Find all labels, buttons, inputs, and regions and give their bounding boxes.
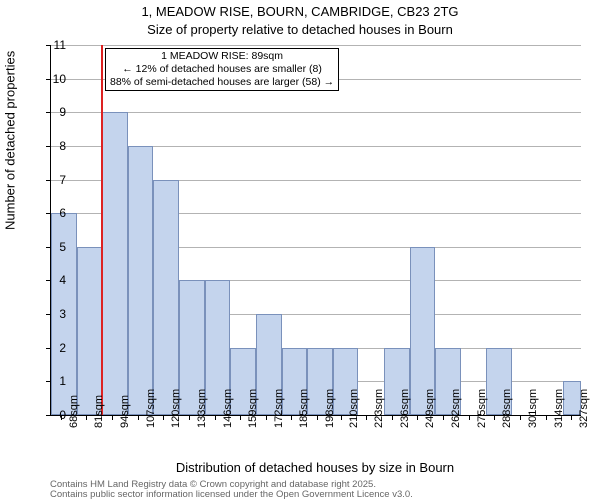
xtick-label: 185sqm <box>298 418 310 428</box>
ytick-label: 5 <box>36 240 66 254</box>
y-axis-label: Number of detached properties <box>3 51 18 230</box>
xtick-mark <box>189 415 190 420</box>
xtick-mark <box>86 415 87 420</box>
annotation-box: 1 MEADOW RISE: 89sqm ← 12% of detached h… <box>105 48 339 91</box>
reference-line <box>101 45 103 415</box>
xtick-mark <box>138 415 139 420</box>
ytick-label: 10 <box>36 72 66 86</box>
xtick-label: 133sqm <box>196 418 208 428</box>
xtick-mark <box>366 415 367 420</box>
xtick-label: 236sqm <box>399 418 411 428</box>
annotation-line3: 88% of semi-detached houses are larger (… <box>110 76 334 89</box>
x-axis-label: Distribution of detached houses by size … <box>50 460 580 475</box>
xtick-mark <box>112 415 113 420</box>
xtick-label: 288sqm <box>501 418 513 428</box>
xtick-mark <box>317 415 318 420</box>
xtick-label: 198sqm <box>324 418 336 428</box>
xtick-mark <box>266 415 267 420</box>
xtick-label: 314sqm <box>553 418 565 428</box>
ytick-label: 1 <box>36 374 66 388</box>
xtick-mark <box>240 415 241 420</box>
footer-attribution: Contains HM Land Registry data © Crown c… <box>50 480 413 501</box>
ytick-label: 6 <box>36 206 66 220</box>
xtick-label: 275sqm <box>476 418 488 428</box>
xtick-label: 210sqm <box>348 418 360 428</box>
ytick-label: 3 <box>36 307 66 321</box>
xtick-label: 81sqm <box>93 418 105 428</box>
xtick-mark <box>417 415 418 420</box>
chart-title-line1: 1, MEADOW RISE, BOURN, CAMBRIDGE, CB23 2… <box>0 4 600 19</box>
ytick-label: 9 <box>36 105 66 119</box>
ytick-label: 0 <box>36 408 66 422</box>
histogram-bar <box>102 112 128 415</box>
ytick-label: 8 <box>36 139 66 153</box>
xtick-mark <box>469 415 470 420</box>
xtick-mark <box>571 415 572 420</box>
xtick-label: 120sqm <box>170 418 182 428</box>
footer-line2: Contains public sector information licen… <box>50 490 413 500</box>
gridline <box>51 112 581 113</box>
xtick-label: 107sqm <box>145 418 157 428</box>
xtick-mark <box>494 415 495 420</box>
xtick-mark <box>546 415 547 420</box>
xtick-mark <box>520 415 521 420</box>
xtick-mark <box>215 415 216 420</box>
xtick-label: 249sqm <box>424 418 436 428</box>
histogram-bar <box>153 180 179 415</box>
xtick-label: 262sqm <box>450 418 462 428</box>
ytick-label: 4 <box>36 273 66 287</box>
xtick-mark <box>163 415 164 420</box>
xtick-label: 223sqm <box>373 418 385 428</box>
ytick-label: 11 <box>36 38 66 52</box>
chart-title-line2: Size of property relative to detached ho… <box>0 22 600 37</box>
histogram-bar <box>128 146 154 415</box>
xtick-label: 94sqm <box>119 418 131 428</box>
xtick-label: 301sqm <box>527 418 539 428</box>
xtick-mark <box>392 415 393 420</box>
xtick-mark <box>341 415 342 420</box>
xtick-mark <box>291 415 292 420</box>
annotation-line2: ← 12% of detached houses are smaller (8) <box>110 63 334 76</box>
xtick-label: 68sqm <box>68 418 80 428</box>
gridline <box>51 45 581 46</box>
xtick-label: 146sqm <box>222 418 234 428</box>
ytick-label: 7 <box>36 173 66 187</box>
ytick-label: 2 <box>36 341 66 355</box>
xtick-label: 327sqm <box>578 418 590 428</box>
plot-area: 1 MEADOW RISE: 89sqm ← 12% of detached h… <box>50 45 581 416</box>
chart-container: 1, MEADOW RISE, BOURN, CAMBRIDGE, CB23 2… <box>0 0 600 500</box>
xtick-label: 159sqm <box>247 418 259 428</box>
xtick-mark <box>443 415 444 420</box>
xtick-label: 172sqm <box>273 418 285 428</box>
annotation-line1: 1 MEADOW RISE: 89sqm <box>110 50 334 63</box>
histogram-bar <box>77 247 103 415</box>
